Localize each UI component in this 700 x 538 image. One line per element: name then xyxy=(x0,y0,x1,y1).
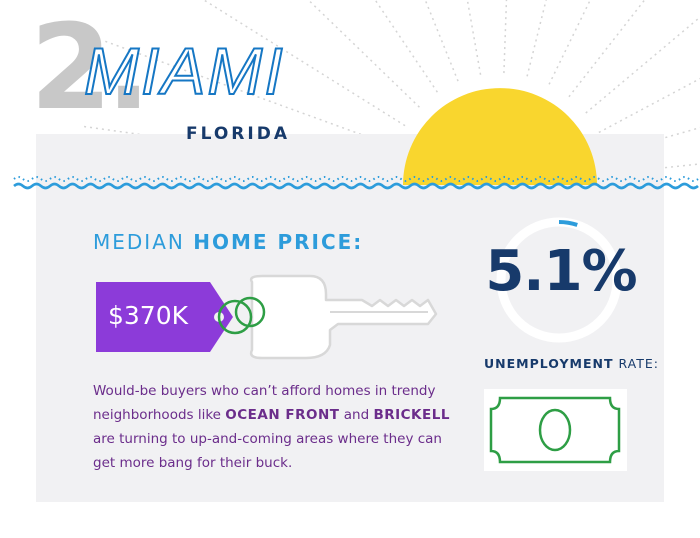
key-ring-icon xyxy=(217,296,266,335)
unemployment-rate-value: 5.1% xyxy=(485,239,637,304)
description-text: Would-be buyers who can’t afford homes i… xyxy=(93,379,453,475)
median-price-heading: MEDIAN HOME PRICE: xyxy=(93,230,363,254)
description-part-3: are turning to up-and-coming areas where… xyxy=(93,431,442,471)
rank-number: 2. xyxy=(30,0,151,136)
unemployment-rate-label: UNEMPLOYMENT RATE: xyxy=(484,356,659,371)
median-price-heading-prefix: MEDIAN xyxy=(93,230,194,254)
city-title: MIAMI xyxy=(83,34,285,108)
neighborhood-brickell: BRICKELL xyxy=(373,407,450,423)
state-subtitle: FLORIDA xyxy=(186,124,290,144)
description-part-1: Would-be buyers who can’t afford homes i… xyxy=(93,383,436,423)
neighborhood-ocean-front: OCEAN FRONT xyxy=(225,407,340,423)
median-price-heading-strong: HOME PRICE: xyxy=(193,230,364,254)
unemployment-label-rest: RATE: xyxy=(613,356,659,371)
median-price-value: $370K xyxy=(108,301,189,330)
key-icon xyxy=(249,274,438,360)
unemployment-label-strong: UNEMPLOYMENT xyxy=(484,356,614,371)
description-part-2: and xyxy=(339,407,374,423)
